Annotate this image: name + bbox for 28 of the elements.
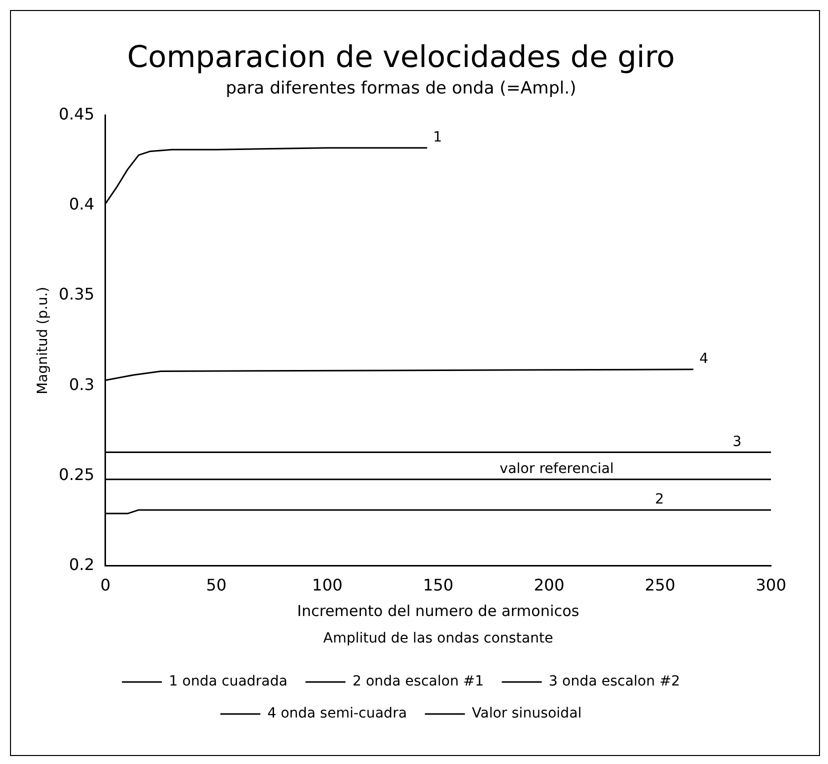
chart-subtitle: para diferentes formas de onda (=Ampl.) <box>226 78 576 99</box>
y-tick-label: 0.2 <box>68 554 94 574</box>
y-tick-label: 0.35 <box>58 284 94 304</box>
y-axis-title: Magnitud (p.u.) <box>35 286 52 394</box>
annotation: 1 <box>433 129 442 146</box>
y-tick-label: 0.4 <box>68 194 94 214</box>
y-tick-label: 0.45 <box>58 104 94 124</box>
y-tick-label: 0.3 <box>68 374 94 394</box>
annotation: 2 <box>654 492 664 508</box>
annotation: valor referencial <box>500 460 614 477</box>
legend-label: 2 onda escalon #1 <box>352 674 484 690</box>
x-tick-label: 200 <box>534 576 564 595</box>
x-tick-label: 100 <box>312 576 343 595</box>
text: Amplitud de las ondas constante <box>323 630 554 647</box>
legend-label: 4 onda semi-cuadra <box>267 706 407 722</box>
legend-label: Valor sinusoidal <box>472 706 582 722</box>
legend-label: 1 onda cuadrada <box>168 674 288 690</box>
x-tick-label: 300 <box>756 576 786 595</box>
chart-title: Comparacion de velocidades de giro <box>127 40 675 75</box>
y-tick-label: 0.25 <box>58 464 94 484</box>
annotation: 4 <box>699 351 708 368</box>
x-tick-label: 50 <box>206 576 227 595</box>
x-tick-label: 0 <box>100 576 111 595</box>
x-tick-label: 150 <box>422 576 454 595</box>
annotation: 3 <box>732 434 742 450</box>
x-tick-label: 250 <box>644 576 676 595</box>
legend-label: 3 onda escalon #2 <box>548 674 680 690</box>
x-axis-title: Incremento del numero de armonicos <box>297 602 580 620</box>
